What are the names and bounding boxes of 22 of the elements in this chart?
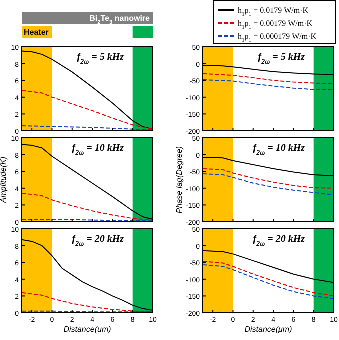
x-axis-title: Distance(um) <box>64 325 112 334</box>
text: f$_{2ω}$ = 5 kHz <box>258 52 306 66</box>
text: f$_{2ω}$ = 5 kHz <box>77 52 124 66</box>
line-series <box>22 90 154 130</box>
band-label: Heater <box>24 28 49 37</box>
legend-label: h$_{1}$ρ$_{1}$ = 0.0179 W/m·K <box>238 6 309 18</box>
line-series <box>202 168 334 189</box>
legend-label: h$_{1}$ρ$_{1}$ = 0.000179 W/m·K <box>238 32 317 44</box>
x-axis-title: Distance(μm) <box>244 325 293 334</box>
line-series <box>202 73 334 84</box>
line-series <box>202 79 334 91</box>
y-axis-title: Phase lag(Degree) <box>175 146 184 214</box>
line-series <box>22 292 154 313</box>
text: f$_{2ω}$ = 10 kHz <box>253 143 306 157</box>
legend-label: h$_{1}$ρ$_{1}$ = 0.00179 W/m·K <box>238 19 313 31</box>
text: f$_{2ω}$ = 20 kHz <box>253 234 306 248</box>
text: f$_{2ω}$ = 10 kHz <box>72 143 124 157</box>
text: Bi$_{2}$Te$_{3}$ nanowire <box>90 14 151 26</box>
line-series <box>22 192 154 221</box>
y-axis-title: Amplitude(K) <box>0 156 8 204</box>
text: f$_{2ω}$ = 20 kHz <box>72 234 124 248</box>
line-series <box>202 173 334 196</box>
